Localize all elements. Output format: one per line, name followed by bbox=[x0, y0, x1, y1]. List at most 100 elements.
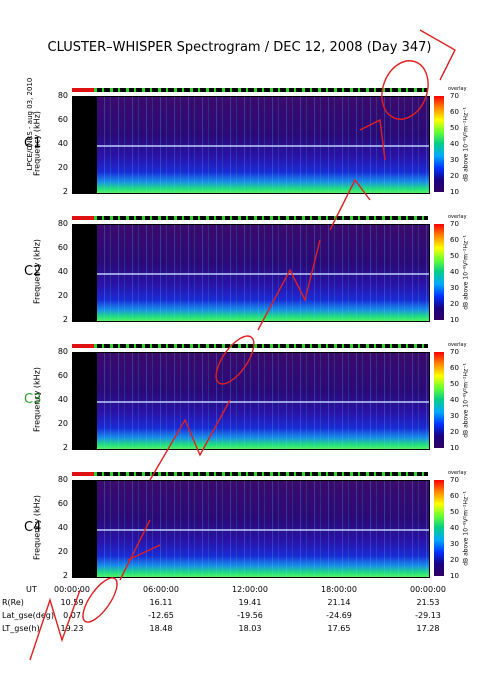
ephemeris-row-label: LT_gse(h) bbox=[2, 624, 40, 633]
ephemeris-value: 17.28 bbox=[416, 624, 440, 633]
colorbar-tick-label: 30 bbox=[450, 412, 459, 420]
status-strip-red bbox=[72, 472, 94, 476]
colorbar-tick-label: 20 bbox=[450, 300, 459, 308]
y-tick-label: 2 bbox=[62, 315, 68, 324]
ephemeris-row-label: R(Re) bbox=[2, 598, 24, 607]
plasma-frequency-trace bbox=[97, 145, 429, 147]
ephemeris-value: 21.14 bbox=[327, 598, 351, 607]
satellite-label: C2 bbox=[24, 264, 42, 279]
colorbar-tick-label: 40 bbox=[450, 524, 459, 532]
status-strip bbox=[72, 472, 428, 476]
ephemeris-value: 18.48 bbox=[149, 624, 173, 633]
y-tick-label: 2 bbox=[62, 443, 68, 452]
x-tick-label: 06:00:00 bbox=[143, 585, 179, 594]
colorbar bbox=[434, 352, 444, 448]
status-strip-red bbox=[72, 344, 94, 348]
colorbar-tick-label: 20 bbox=[450, 172, 459, 180]
colorbar-tick-label: 60 bbox=[450, 364, 459, 372]
status-strip-red bbox=[72, 88, 94, 92]
colorbar-tick-label: 40 bbox=[450, 268, 459, 276]
spectrogram-panel bbox=[72, 224, 430, 322]
chart-title: CLUSTER–WHISPER Spectrogram / DEC 12, 20… bbox=[47, 40, 432, 55]
y-tick-label: 60 bbox=[57, 115, 68, 124]
colorbar-tick-label: 50 bbox=[450, 508, 459, 516]
ephemeris-value: -12.65 bbox=[148, 611, 174, 620]
y-tick-label: 60 bbox=[57, 499, 68, 508]
ephemeris-row-label: UT bbox=[26, 585, 37, 594]
x-tick-label: 12:00:00 bbox=[232, 585, 268, 594]
status-strip bbox=[72, 216, 428, 220]
y-tick-label: 40 bbox=[57, 139, 68, 148]
colorbar-tick-label: 10 bbox=[450, 316, 459, 324]
colorbar-tick-label: 30 bbox=[450, 284, 459, 292]
colorbar-tick-label: 70 bbox=[450, 348, 459, 356]
spectrogram-panel bbox=[72, 480, 430, 578]
ephemeris-value: -24.69 bbox=[326, 611, 352, 620]
status-strip bbox=[72, 88, 428, 92]
spectrogram-panel bbox=[72, 96, 430, 194]
overlay-label: overlay bbox=[448, 214, 467, 220]
data-gap bbox=[73, 225, 97, 321]
colorbar-tick-label: 20 bbox=[450, 428, 459, 436]
colorbar-tick-label: 20 bbox=[450, 556, 459, 564]
colorbar-tick-label: 40 bbox=[450, 396, 459, 404]
status-strip bbox=[72, 344, 428, 348]
plasma-frequency-trace bbox=[97, 401, 429, 403]
y-tick-label: 40 bbox=[57, 395, 68, 404]
colorbar-tick-label: 10 bbox=[450, 572, 459, 580]
ephemeris-value: -29.13 bbox=[415, 611, 441, 620]
colorbar bbox=[434, 224, 444, 320]
colorbar bbox=[434, 96, 444, 192]
plasma-frequency-trace bbox=[97, 273, 429, 275]
colorbar-tick-label: 70 bbox=[450, 476, 459, 484]
overlay-label: overlay bbox=[448, 470, 467, 476]
data-gap bbox=[73, 481, 97, 577]
colorbar bbox=[434, 480, 444, 576]
y-tick-label: 60 bbox=[57, 371, 68, 380]
y-tick-label: 20 bbox=[57, 547, 68, 556]
colorbar-tick-label: 60 bbox=[450, 108, 459, 116]
ephemeris-value: 0.07 bbox=[63, 611, 81, 620]
spectrogram-panel bbox=[72, 352, 430, 450]
ephemeris-value: 10.59 bbox=[60, 598, 84, 607]
ephemeris-value: 16.11 bbox=[149, 598, 173, 607]
y-tick-label: 20 bbox=[57, 163, 68, 172]
overlay-label: overlay bbox=[448, 342, 467, 348]
colorbar-tick-label: 10 bbox=[450, 444, 459, 452]
data-gap bbox=[73, 97, 97, 193]
colorbar-label: dB above 10⁻⁸V²m⁻²Hz⁻¹ bbox=[462, 491, 470, 566]
y-tick-label: 80 bbox=[57, 347, 68, 356]
colorbar-tick-label: 70 bbox=[450, 92, 459, 100]
y-tick-label: 40 bbox=[57, 267, 68, 276]
y-tick-label: 40 bbox=[57, 523, 68, 532]
colorbar-tick-label: 60 bbox=[450, 236, 459, 244]
colorbar-tick-label: 30 bbox=[450, 540, 459, 548]
ephemeris-value: 18.03 bbox=[238, 624, 262, 633]
status-strip-red bbox=[72, 216, 94, 220]
colorbar-tick-label: 50 bbox=[450, 252, 459, 260]
colorbar-tick-label: 50 bbox=[450, 124, 459, 132]
colorbar-label: dB above 10⁻⁸V²m⁻²Hz⁻¹ bbox=[462, 235, 470, 310]
x-tick-label: 00:00:00 bbox=[410, 585, 446, 594]
y-tick-label: 60 bbox=[57, 243, 68, 252]
y-tick-label: 80 bbox=[57, 475, 68, 484]
colorbar-tick-label: 50 bbox=[450, 380, 459, 388]
colorbar-tick-label: 40 bbox=[450, 140, 459, 148]
y-axis-label: Frequency (kHz) bbox=[32, 495, 42, 560]
colorbar-label: dB above 10⁻⁸V²m⁻²Hz⁻¹ bbox=[462, 107, 470, 182]
ephemeris-value: 19.41 bbox=[238, 598, 262, 607]
colorbar-tick-label: 60 bbox=[450, 492, 459, 500]
y-tick-label: 2 bbox=[62, 187, 68, 196]
y-tick-label: 20 bbox=[57, 419, 68, 428]
ephemeris-value: 19.23 bbox=[60, 624, 84, 633]
colorbar-tick-label: 10 bbox=[450, 188, 459, 196]
y-axis-label: Frequency (kHz) bbox=[32, 111, 42, 176]
x-tick-label: 18:00:00 bbox=[321, 585, 357, 594]
colorbar-tick-label: 30 bbox=[450, 156, 459, 164]
overlay-label: overlay bbox=[448, 86, 467, 92]
plasma-frequency-trace bbox=[97, 529, 429, 531]
satellite-label: C4 bbox=[24, 520, 42, 535]
y-tick-label: 2 bbox=[62, 571, 68, 580]
y-axis-label: Frequency (kHz) bbox=[32, 367, 42, 432]
satellite-label: C3 bbox=[24, 392, 42, 407]
